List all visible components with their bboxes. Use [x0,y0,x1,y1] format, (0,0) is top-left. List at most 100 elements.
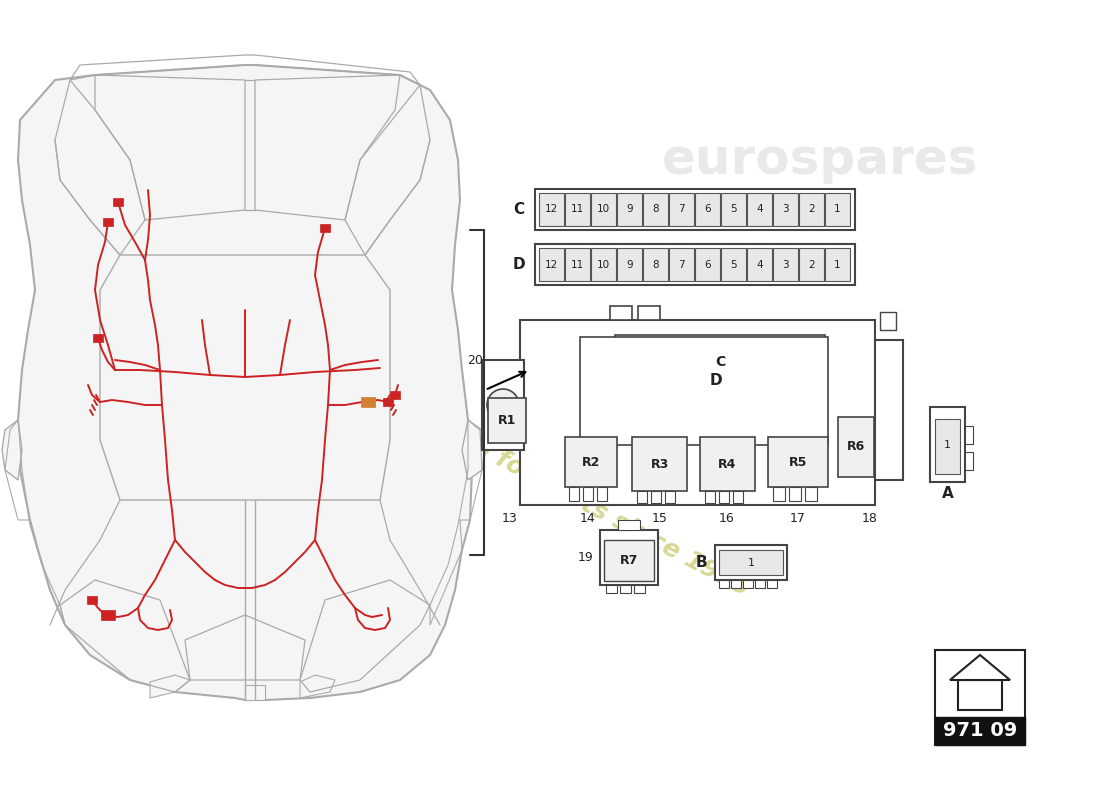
Text: 11: 11 [571,205,584,214]
Bar [935,650,1025,745]
Text: 15: 15 [652,513,668,526]
Text: R2: R2 [582,455,601,469]
Text: R5: R5 [789,455,807,469]
Text: 3: 3 [782,205,789,214]
Text: 6: 6 [704,259,711,270]
Bar [569,487,579,501]
Bar [617,193,642,226]
Bar [620,585,631,593]
Bar [103,218,113,226]
Bar [799,248,824,281]
Bar [958,680,1002,710]
Text: 9: 9 [626,259,632,270]
Text: R3: R3 [650,458,669,470]
Bar [965,452,974,470]
Bar [320,224,330,232]
Bar [580,337,828,445]
Text: 20: 20 [468,354,483,366]
Bar [799,193,824,226]
Bar [604,540,654,581]
Text: 971 09: 971 09 [943,722,1018,741]
Bar [742,580,754,588]
Bar [591,193,616,226]
Bar [825,193,850,226]
Text: 12: 12 [544,205,558,214]
Polygon shape [462,420,485,480]
Text: 4: 4 [756,259,762,270]
Bar [695,193,721,226]
Text: 13: 13 [502,513,518,526]
Bar [94,334,103,342]
Circle shape [487,389,519,421]
Text: R6: R6 [847,441,865,454]
Text: 1: 1 [834,259,840,270]
Bar [825,248,850,281]
Bar [597,487,607,501]
Text: 2: 2 [808,259,815,270]
Text: 1: 1 [748,558,755,567]
Bar [390,391,400,399]
Bar [720,248,746,281]
Bar [583,487,593,501]
Bar [651,491,661,503]
Bar [789,487,801,501]
Text: 1: 1 [944,439,952,450]
Bar [617,248,642,281]
Bar [565,437,617,487]
Text: 5: 5 [730,259,737,270]
Bar [666,491,675,503]
Bar [880,312,896,330]
Bar [539,248,564,281]
Bar [747,248,772,281]
Polygon shape [2,420,22,480]
Bar [383,398,393,406]
Text: 2: 2 [808,205,815,214]
Bar [87,596,97,604]
Text: 19: 19 [579,551,594,564]
Bar [715,545,786,580]
Text: 14: 14 [580,513,596,526]
Circle shape [497,399,509,411]
Bar [719,491,729,503]
Bar [113,198,123,206]
Text: C: C [715,355,725,370]
Bar [600,530,658,585]
Text: 7: 7 [679,205,685,214]
Text: 10: 10 [597,205,611,214]
Bar [719,550,783,575]
Bar [361,397,375,407]
Text: D: D [711,373,723,388]
Text: 7: 7 [679,259,685,270]
Text: R1: R1 [498,414,516,427]
Bar [935,419,960,474]
Bar [720,193,746,226]
Bar [719,580,729,588]
Bar [644,248,668,281]
Bar [965,426,974,444]
Bar [618,520,640,530]
Bar [767,580,777,588]
Bar [695,248,721,281]
Bar [565,248,590,281]
Text: 1: 1 [834,205,840,214]
Text: 3: 3 [782,259,789,270]
Text: 18: 18 [862,513,878,526]
Bar [520,320,874,505]
Polygon shape [18,65,472,700]
Bar [669,248,694,281]
Bar [773,487,785,501]
Polygon shape [245,685,265,700]
Bar [637,491,647,503]
Bar [482,360,524,450]
Bar [669,193,694,226]
Bar [101,610,116,620]
Text: a passion for parts since 1985: a passion for parts since 1985 [366,379,754,601]
Bar [535,244,855,285]
Text: R4: R4 [718,458,737,470]
Text: B: B [695,555,707,570]
Text: 17: 17 [790,513,806,526]
Text: 5: 5 [730,205,737,214]
Text: 8: 8 [652,259,659,270]
Bar [747,193,772,226]
Bar [539,193,564,226]
